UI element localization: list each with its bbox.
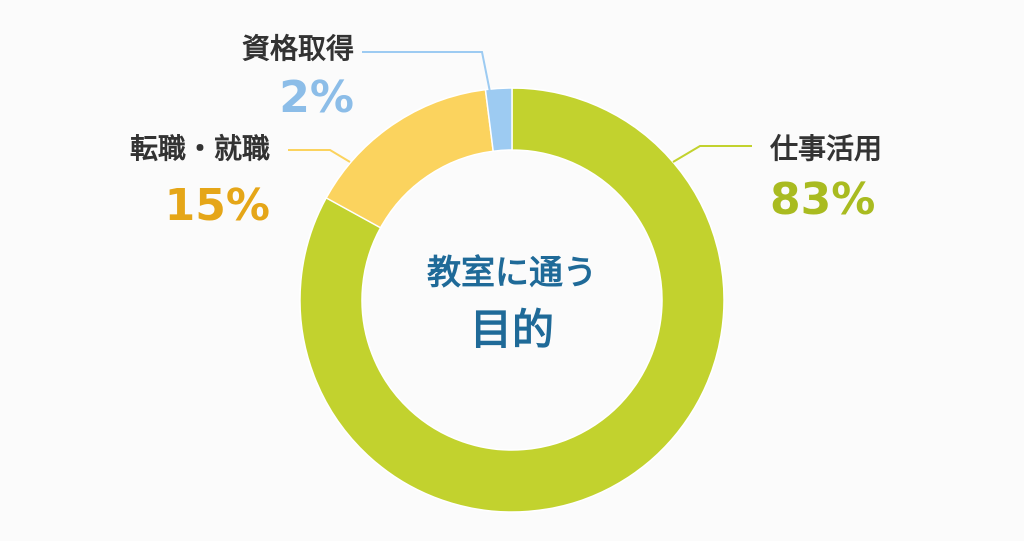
center-title-line-1: 教室に通う: [427, 253, 597, 293]
center-title-line-2: 目的: [470, 305, 554, 354]
slice-label-2: 転職・就職: [130, 132, 270, 165]
slice-labels: 仕事活用 83% 転職・就職 15% 資格取得 2%: [130, 32, 882, 231]
slice-1: [299, 87, 725, 513]
leader-lines: [288, 51, 752, 163]
donut-slices: [299, 87, 725, 513]
leader-line-2: [288, 149, 351, 163]
slice-label-3: 資格取得: [242, 32, 354, 65]
slice-label-1: 仕事活用: [769, 132, 882, 165]
slice-3: [484, 87, 513, 153]
leader-line-3: [362, 51, 491, 93]
slice-value-1: 83%: [770, 174, 875, 225]
slice-value-2: 15%: [165, 180, 270, 231]
slice-value-3: 2%: [279, 72, 354, 123]
leader-line-1: [672, 145, 752, 163]
